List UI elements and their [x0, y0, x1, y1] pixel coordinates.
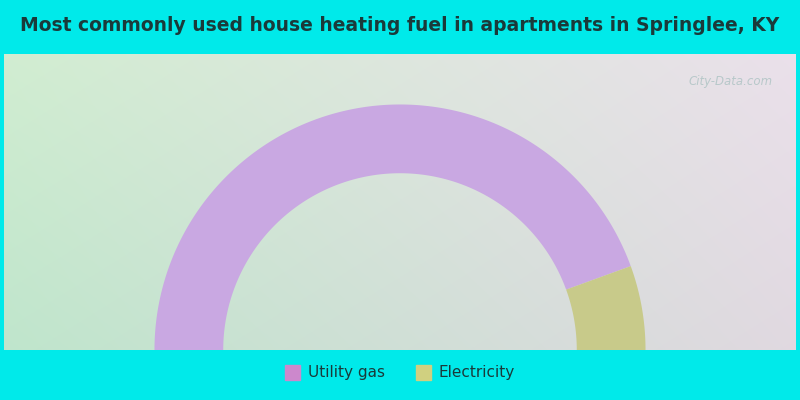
- Text: City-Data.com: City-Data.com: [688, 75, 772, 88]
- Legend: Utility gas, Electricity: Utility gas, Electricity: [279, 358, 521, 387]
- PathPatch shape: [154, 104, 630, 350]
- PathPatch shape: [566, 266, 646, 350]
- Text: Most commonly used house heating fuel in apartments in Springlee, KY: Most commonly used house heating fuel in…: [20, 16, 780, 36]
